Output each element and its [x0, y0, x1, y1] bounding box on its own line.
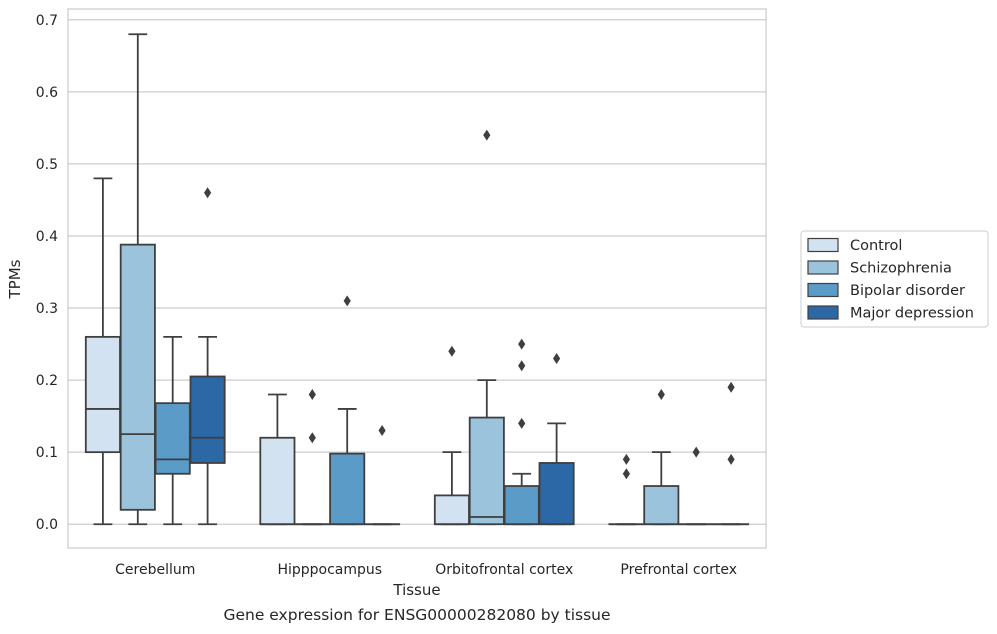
outlier-point [727, 381, 735, 393]
box-schizophrenia [468, 129, 505, 526]
outlier-point [308, 389, 316, 401]
legend: Control Schizophrenia Bipolar disorder Majo… [800, 230, 989, 328]
box-schizophrenia [119, 33, 156, 526]
y-tick-label: 0.0 [36, 517, 58, 533]
y-tick-label: 0.1 [36, 445, 58, 461]
outlier-point [343, 295, 351, 307]
y-tick-labels: 0.0 0.1 0.2 0.3 0.4 0.5 0.6 0.7 [36, 13, 58, 533]
outlier-point [378, 425, 386, 437]
outlier-point [622, 468, 630, 480]
box-control [84, 177, 121, 526]
box-iqr [468, 416, 505, 526]
box-major-depression [189, 187, 226, 526]
figure-caption: Gene expression for ENSG00000282080 by t… [223, 606, 611, 624]
box-schizophrenia [294, 389, 331, 526]
y-tick-label: 0.5 [36, 157, 58, 173]
outlier-point [308, 432, 316, 444]
legend-swatch [807, 282, 839, 298]
y-tick-label: 0.4 [36, 229, 58, 245]
x-tick-label: Prefrontal cortex [620, 562, 737, 578]
box-control [259, 393, 296, 526]
legend-label: Schizophrenia [850, 261, 952, 277]
legend-frame [800, 230, 989, 328]
y-axis-label: TPMs [6, 259, 24, 299]
box-iqr [433, 494, 470, 526]
outlier-point [518, 417, 526, 429]
box-control [433, 345, 470, 526]
outlier-point [657, 389, 665, 401]
y-tick-label: 0.7 [36, 13, 58, 29]
outlier-point [727, 453, 735, 465]
box-iqr [329, 452, 366, 526]
y-tick-label: 0.6 [36, 85, 58, 101]
outlier-point [518, 360, 526, 372]
box-iqr [503, 485, 540, 526]
legend-swatch [807, 237, 839, 253]
box-bipolar-disorder [503, 338, 540, 526]
box-iqr [643, 485, 680, 526]
legend-swatch [807, 260, 839, 275]
box-major-depression [538, 352, 575, 526]
outlier-point [518, 338, 526, 350]
x-tick-label: Hipppocampus [277, 562, 382, 578]
box-schizophrenia [643, 389, 680, 526]
x-axis-label: Tissue [392, 581, 440, 599]
plot-frame [67, 8, 767, 549]
y-tick-label: 0.3 [36, 301, 58, 317]
legend-label: Major depression [850, 306, 974, 322]
x-tick-labels: Cerebellum Hipppocampus Orbitofrontal cort… [115, 562, 737, 578]
x-tick-label: Cerebellum [115, 562, 195, 578]
outlier-point [553, 352, 561, 364]
outlier-point [448, 345, 456, 357]
box-bipolar-disorder [154, 335, 191, 526]
box-bipolar-disorder [678, 446, 715, 526]
boxes [84, 33, 750, 526]
y-tick-label: 0.2 [36, 373, 58, 389]
legend-label: Bipolar disorder [850, 283, 965, 299]
legend-label: Control [850, 238, 902, 254]
outlier-point [692, 446, 700, 458]
box-control [608, 453, 645, 526]
box-iqr [154, 402, 191, 475]
box-iqr [189, 375, 226, 464]
outlier-point [622, 453, 630, 465]
box-iqr [538, 462, 575, 526]
legend-swatch [807, 305, 839, 320]
box-iqr [119, 243, 156, 511]
outlier-point [204, 187, 212, 199]
box-iqr [84, 335, 121, 454]
outlier-point [483, 129, 491, 141]
box-major-depression [364, 425, 401, 526]
box-major-depression [713, 381, 750, 526]
x-tick-label: Orbitofrontal cortex [435, 562, 573, 578]
box-iqr [259, 436, 296, 526]
box-bipolar-disorder [329, 295, 366, 526]
